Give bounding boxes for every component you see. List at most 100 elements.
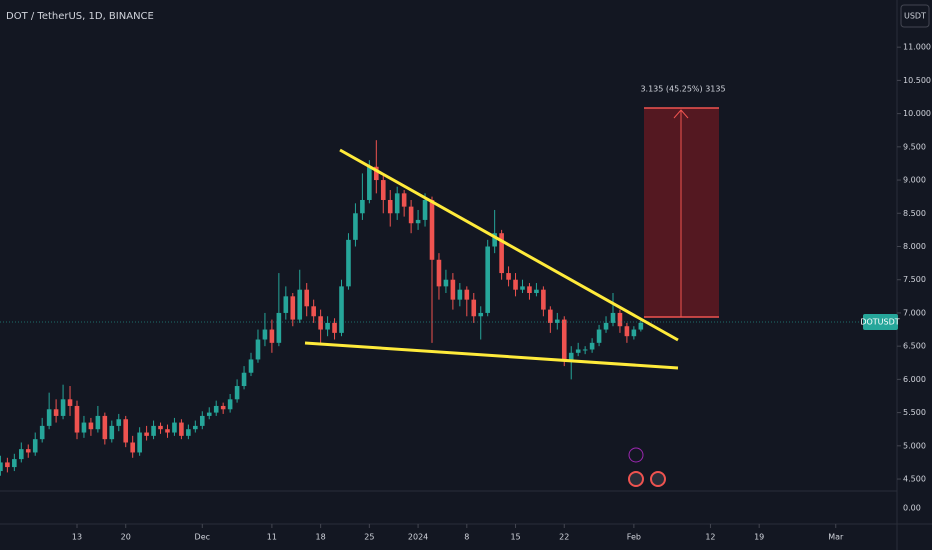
- candle-body: [499, 233, 504, 274]
- candle-body: [25, 449, 31, 453]
- candle-body: [12, 459, 17, 468]
- candle-body: [638, 322, 644, 330]
- candle: [541, 286, 546, 317]
- candle: [596, 324, 602, 347]
- candle-body: [5, 462, 10, 468]
- y-tick-label: 6.500: [903, 342, 926, 351]
- candle: [39, 417, 45, 443]
- candle: [457, 283, 463, 307]
- candle: [304, 283, 310, 317]
- candle-body: [575, 349, 581, 353]
- candle: [248, 352, 254, 377]
- y-tick-label: 8.500: [903, 209, 926, 218]
- candle: [492, 209, 497, 254]
- x-tick-label: Mar: [828, 533, 844, 542]
- candle-body: [589, 342, 595, 350]
- candle: [206, 407, 212, 420]
- chart-title: DOT / TetherUS, 1D, BINANCE: [6, 11, 154, 22]
- candle-body: [624, 326, 630, 337]
- candle: [102, 412, 108, 445]
- candle-body: [206, 412, 212, 416]
- candle-body: [485, 246, 490, 313]
- candle-body: [19, 449, 24, 460]
- candle-body: [353, 213, 358, 240]
- symbol-tag: [863, 314, 898, 330]
- candle-body: [74, 405, 80, 433]
- candle-body: [193, 425, 198, 430]
- candle: [332, 318, 337, 340]
- candle-body: [290, 296, 296, 320]
- symbol-label: DOTUSDT: [860, 318, 899, 327]
- candle: [269, 319, 275, 353]
- candle-body: [262, 329, 268, 340]
- candle: [193, 420, 198, 433]
- candle-body: [548, 309, 553, 323]
- candle: [380, 173, 386, 214]
- candle: [374, 140, 379, 194]
- x-tick-label: 13: [72, 533, 82, 542]
- candle-body: [325, 322, 330, 330]
- y-tick-label: 9.500: [903, 142, 926, 151]
- candle-body: [297, 289, 303, 320]
- candles: [0, 140, 644, 476]
- candle: [624, 322, 630, 343]
- candle: [582, 346, 588, 355]
- y-tick-label: 8.000: [903, 242, 926, 251]
- x-tick-label: 25: [364, 533, 374, 542]
- candle-body: [255, 339, 261, 360]
- y-tick-label: 9.000: [903, 176, 926, 185]
- candle: [32, 432, 38, 456]
- candle: [109, 420, 115, 443]
- candle-body: [429, 199, 435, 260]
- candle: [283, 286, 289, 320]
- candle: [5, 457, 10, 473]
- indicator-axis-label: 0.00: [903, 504, 921, 513]
- candle-body: [130, 442, 135, 453]
- candle: [95, 405, 101, 433]
- candle: [53, 399, 59, 423]
- candle: [561, 316, 567, 367]
- candle-body: [102, 415, 108, 440]
- candle: [290, 293, 296, 327]
- candle: [520, 279, 525, 294]
- candle: [25, 444, 31, 458]
- x-tick-label: 11: [267, 533, 277, 542]
- candle: [311, 299, 316, 323]
- candle: [179, 419, 184, 440]
- candle: [360, 173, 365, 220]
- candle-body: [534, 289, 539, 294]
- candle-body: [227, 399, 233, 410]
- candle: [158, 422, 163, 434]
- candle-body: [88, 422, 94, 430]
- y-tick-label: 11.000: [903, 43, 931, 52]
- candle-body: [631, 329, 637, 337]
- candle-body: [387, 199, 393, 214]
- candle: [46, 392, 52, 430]
- candle-body: [471, 299, 477, 317]
- candle: [67, 386, 73, 416]
- candle: [346, 233, 351, 290]
- candle-body: [234, 386, 240, 400]
- candle-body: [367, 166, 372, 200]
- x-tick-label: 12: [705, 533, 715, 542]
- candle: [617, 309, 623, 333]
- candle: [415, 209, 421, 230]
- candle: [534, 283, 539, 297]
- candle: [318, 309, 323, 343]
- candle: [130, 435, 135, 458]
- candle: [88, 417, 94, 436]
- candle: [353, 203, 358, 247]
- candle-body: [408, 206, 414, 224]
- candle: [436, 253, 442, 300]
- candle-body: [248, 359, 254, 373]
- candle: [506, 266, 511, 287]
- candle-body: [450, 279, 456, 300]
- candle: [499, 229, 504, 280]
- candle-body: [213, 405, 219, 413]
- x-tick-label: 19: [754, 533, 764, 542]
- candle-body: [457, 289, 463, 300]
- candle: [74, 400, 80, 440]
- candle: [603, 316, 609, 333]
- candle: [408, 199, 414, 234]
- x-tick-label: 8: [464, 533, 469, 542]
